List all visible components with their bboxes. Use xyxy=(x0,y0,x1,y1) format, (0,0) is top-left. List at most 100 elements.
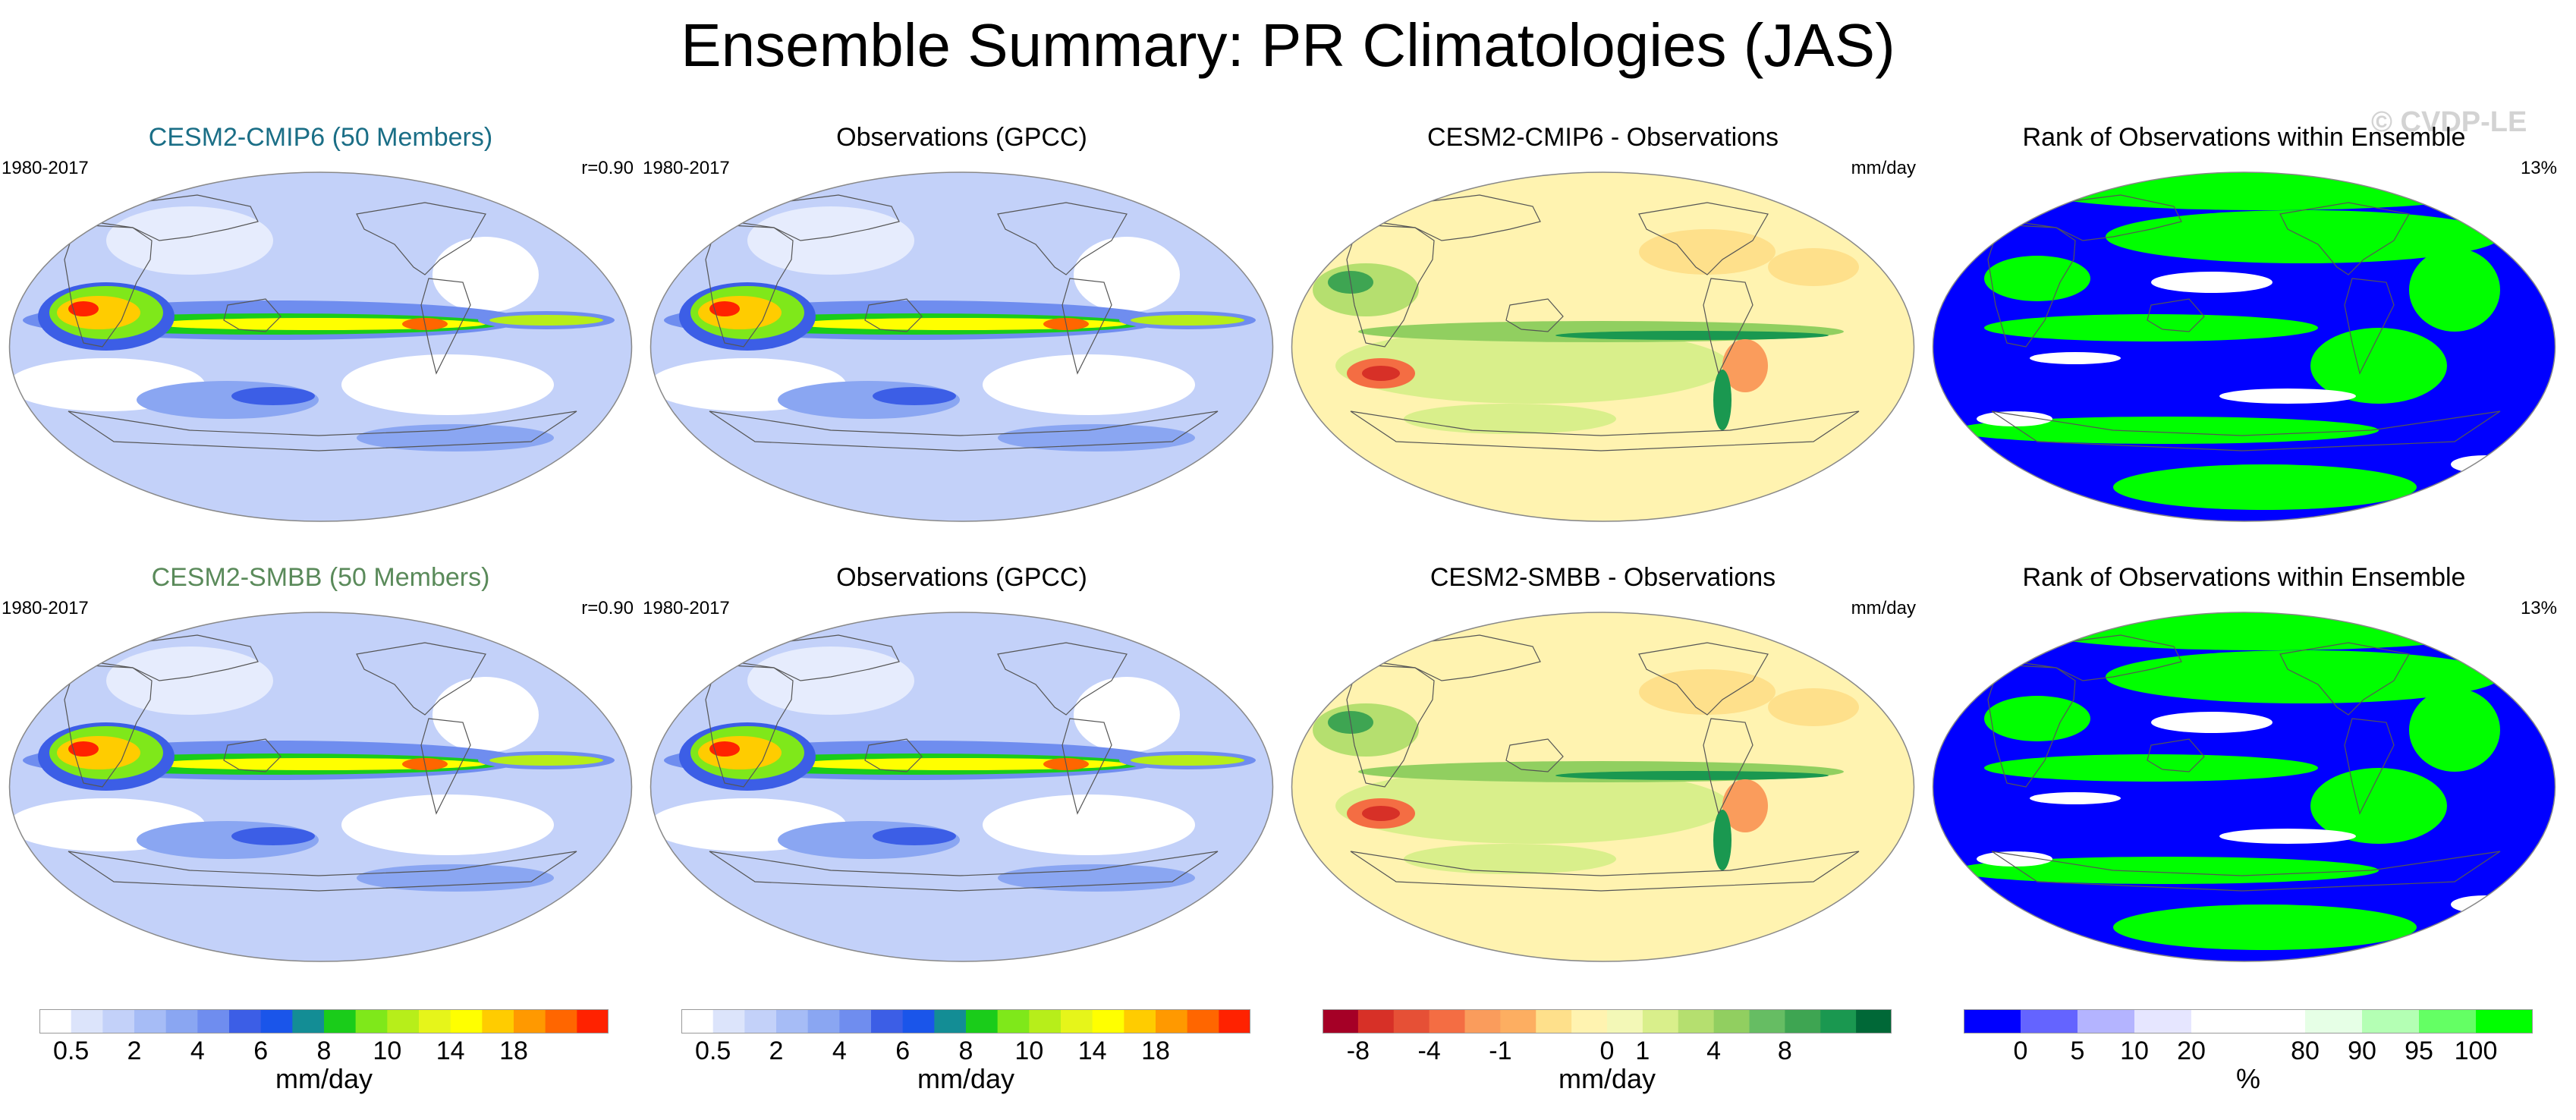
colorbar-swatch xyxy=(355,1009,388,1033)
colorbar-swatch xyxy=(776,1009,809,1033)
map-rank xyxy=(1932,171,2556,522)
colorbar-swatch xyxy=(1571,1009,1608,1033)
colorbar-swatch xyxy=(1393,1009,1430,1033)
colorbar-swatch xyxy=(134,1009,167,1033)
map-border xyxy=(8,171,633,522)
colorbar-tick-label: 5 xyxy=(2071,1037,2085,1062)
map-border xyxy=(650,171,1274,522)
map-panel: CESM2-CMIP6 (50 Members) 1980-2017 r=0.90 xyxy=(0,123,641,571)
colorbar-swatch xyxy=(712,1009,745,1033)
map-diff xyxy=(1291,171,1915,522)
colorbar-swatch xyxy=(1464,1009,1501,1033)
colorbar: 0.5 2 4 6 8 10 14 18 mm/day xyxy=(39,1009,609,1108)
map-pr xyxy=(650,612,1274,962)
colorbar-swatch xyxy=(260,1009,293,1033)
map-panel: Rank of Observations within Ensemble 13% xyxy=(1923,563,2565,1011)
colorbar-swatch xyxy=(1820,1009,1857,1033)
colorbar-swatch xyxy=(681,1009,714,1033)
coastlines xyxy=(64,194,577,451)
colorbar-swatch xyxy=(1124,1009,1156,1033)
colorbar-unit: mm/day xyxy=(1558,1063,1656,1094)
colorbar-tick-label: 95 xyxy=(2405,1037,2433,1062)
panel-title: Rank of Observations within Ensemble xyxy=(2022,123,2466,152)
map-border xyxy=(8,612,633,962)
colorbar-tick-label: 4 xyxy=(832,1037,847,1062)
colorbar-tick-label: 8 xyxy=(959,1037,973,1062)
colorbar-swatch xyxy=(902,1009,935,1033)
panel-annotation: r=0.90 xyxy=(581,158,634,178)
colorbar-swatch xyxy=(1536,1009,1572,1033)
colorbar-swatch xyxy=(2476,1009,2533,1033)
colorbar-tick-label: -4 xyxy=(1418,1037,1441,1062)
figure-title: Ensemble Summary: PR Climatologies (JAS) xyxy=(681,11,1895,79)
panel-title: CESM2-SMBB (50 Members) xyxy=(151,563,490,592)
panel-title: CESM2-SMBB - Observations xyxy=(1430,563,1776,592)
colorbar-swatch xyxy=(2134,1009,2192,1033)
colorbar-swatch xyxy=(1500,1009,1536,1033)
colorbar-swatch xyxy=(165,1009,198,1033)
colorbar-swatch xyxy=(997,1009,1030,1033)
colorbar-tick-label: 4 xyxy=(190,1037,205,1062)
colorbar-tick-label: 1 xyxy=(1635,1037,1650,1062)
colorbar-tick-label: 14 xyxy=(436,1037,465,1062)
colorbar-tick-label: 10 xyxy=(373,1037,401,1062)
map-border xyxy=(1932,171,2556,522)
map-border xyxy=(1932,612,2556,962)
panel-title: CESM2-CMIP6 (50 Members) xyxy=(148,123,493,152)
map-pr xyxy=(8,171,633,522)
coastlines xyxy=(64,634,577,892)
colorbar-swatch xyxy=(871,1009,904,1033)
panel-period: 1980-2017 xyxy=(643,598,730,618)
colorbar-swatch xyxy=(1713,1009,1750,1033)
map-rank xyxy=(1932,612,2556,962)
panel-annotation: 13% xyxy=(2520,598,2557,618)
colorbar-tick-label: 2 xyxy=(769,1037,784,1062)
colorbar-tick-label: 0 xyxy=(2014,1037,2028,1062)
map-border xyxy=(1291,171,1915,522)
colorbar-tick-label: 8 xyxy=(317,1037,332,1062)
colorbar-swatch xyxy=(2419,1009,2477,1033)
panel-annotation: r=0.90 xyxy=(581,598,634,618)
panel-period: 1980-2017 xyxy=(2,158,89,178)
colorbar-swatch xyxy=(102,1009,135,1033)
map-pr xyxy=(8,612,633,962)
map-pr xyxy=(650,171,1274,522)
colorbar-swatch xyxy=(1061,1009,1093,1033)
colorbar-tick-label: 10 xyxy=(1014,1037,1043,1062)
colorbar-tick-label: 0.5 xyxy=(53,1037,89,1062)
colorbar-swatch xyxy=(1642,1009,1679,1033)
colorbar-swatch xyxy=(807,1009,840,1033)
colorbar-tick-label: 4 xyxy=(1706,1037,1721,1062)
colorbar-swatch xyxy=(324,1009,357,1033)
colorbar-swatch xyxy=(419,1009,451,1033)
panel-title: Observations (GPCC) xyxy=(836,563,1087,592)
colorbar-swatch xyxy=(2077,1009,2135,1033)
colorbar-swatch xyxy=(1607,1009,1643,1033)
colorbar-swatch xyxy=(1092,1009,1124,1033)
colorbar-tick-label: 18 xyxy=(499,1037,528,1062)
colorbar-tick-label: 0.5 xyxy=(695,1037,731,1062)
coastlines xyxy=(1987,634,2501,892)
colorbar-swatch xyxy=(577,1009,609,1033)
coastlines xyxy=(1346,634,1860,892)
colorbar-swatch xyxy=(1749,1009,1785,1033)
colorbar-swatch xyxy=(2362,1009,2420,1033)
colorbar-swatch xyxy=(1187,1009,1219,1033)
colorbar-tick-label: 6 xyxy=(253,1037,268,1062)
colorbar-unit: mm/day xyxy=(275,1063,373,1094)
colorbar-tick-label: -1 xyxy=(1489,1037,1511,1062)
colorbar-swatch xyxy=(1357,1009,1395,1033)
colorbar-swatch xyxy=(839,1009,872,1033)
colorbar-swatch xyxy=(1785,1009,1821,1033)
colorbar-swatch xyxy=(1964,1009,2021,1033)
colorbar: 0 5 10 20 80 90 95 100% xyxy=(1964,1009,2533,1108)
colorbar-swatch xyxy=(39,1009,72,1033)
colorbar-tick-label: 8 xyxy=(1778,1037,1792,1062)
panel-annotation: mm/day xyxy=(1851,158,1916,178)
colorbar-swatch xyxy=(1429,1009,1465,1033)
panel-period: 1980-2017 xyxy=(643,158,730,178)
colorbar-unit: mm/day xyxy=(917,1063,1015,1094)
coastlines xyxy=(1346,194,1860,451)
panel-title: Observations (GPCC) xyxy=(836,123,1087,152)
map-border xyxy=(1291,612,1915,962)
